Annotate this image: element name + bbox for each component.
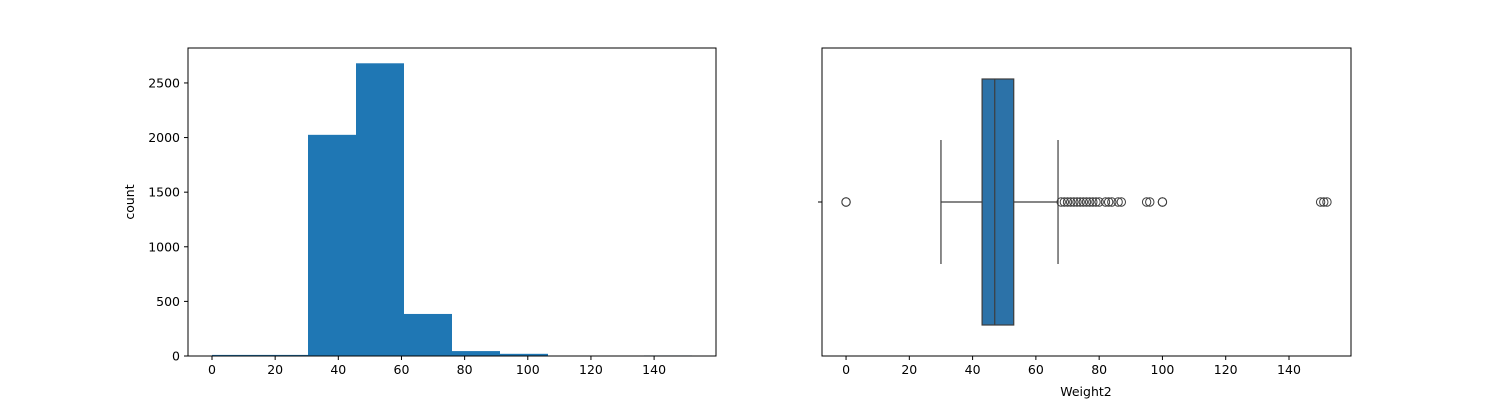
boxplot-x-axis-label: Weight2 [1060, 384, 1112, 399]
y-tick-label: 2000 [148, 130, 180, 145]
x-tick-label: 80 [457, 362, 473, 377]
y-tick-label: 1000 [148, 239, 180, 254]
outlier-point [1056, 197, 1066, 207]
outlier-point [1065, 197, 1076, 207]
outlier-point [1084, 197, 1095, 207]
outlier-point [1315, 197, 1326, 207]
outlier-point [1107, 197, 1117, 207]
outlier-point [1157, 197, 1168, 207]
histogram-bar [452, 351, 500, 356]
outlier-point [1113, 197, 1123, 207]
outlier-point [1088, 197, 1098, 207]
outlier-point [1145, 197, 1155, 207]
x-tick-label: 120 [579, 362, 603, 377]
x-tick-label: 140 [642, 362, 666, 377]
boxplot-marks [841, 78, 1332, 326]
outlier-point [1059, 197, 1070, 207]
histogram-x-ticks: 0 20 40 60 80 100 120 140 [208, 356, 666, 377]
boxplot-panel: 0 20 40 60 80 100 120 140 Weight2 [818, 47, 1352, 399]
histogram-bars [212, 63, 692, 357]
x-tick-label: 40 [965, 362, 981, 377]
outlier-point [1319, 197, 1329, 207]
y-tick-label: 1500 [148, 185, 180, 200]
x-tick-label: 60 [394, 362, 410, 377]
histogram-bar [404, 313, 452, 356]
outlier-point [1100, 197, 1111, 207]
x-tick-label: 140 [1277, 362, 1301, 377]
x-tick-label: 80 [1091, 362, 1107, 377]
histogram-bar [260, 354, 308, 356]
histogram-y-ticks: 0 500 1000 1500 2000 2500 [148, 75, 188, 364]
histogram-bar [356, 63, 404, 357]
outlier-point [1091, 197, 1101, 207]
x-tick-label: 0 [208, 362, 216, 377]
x-tick-label: 20 [901, 362, 917, 377]
x-tick-label: 20 [267, 362, 283, 377]
histogram-panel: 0 20 40 60 80 100 120 140 05001000150020002500 … [122, 47, 717, 377]
x-tick-label: 120 [1214, 362, 1238, 377]
histogram-y-axis-label: count [122, 184, 137, 219]
y-tick-label: 500 [156, 294, 180, 309]
outlier-point [1078, 197, 1089, 207]
outlier-point [1081, 197, 1092, 207]
outlier-point [1072, 197, 1082, 207]
histogram-bar [308, 134, 356, 356]
histogram-frame [187, 47, 717, 357]
histogram-bar [212, 354, 260, 356]
histogram-bar [500, 353, 548, 356]
outlier-point [1062, 197, 1073, 207]
x-tick-label: 60 [1028, 362, 1044, 377]
outlier-point [1075, 197, 1085, 207]
x-tick-label: 0 [842, 362, 850, 377]
x-tick-label: 100 [1151, 362, 1175, 377]
outlier-point [1069, 197, 1079, 207]
outlier-point [841, 197, 851, 207]
boxplot-frame [821, 47, 1352, 357]
boxplot-x-ticks: 0 20 40 60 80 100 120 140 [842, 356, 1301, 377]
y-tick-label: 2500 [148, 75, 180, 90]
outlier-point [1322, 197, 1332, 207]
outlier-point [1116, 197, 1127, 207]
x-tick-label: 100 [516, 362, 540, 377]
outlier-point [1141, 197, 1152, 207]
y-tick-label: 0 [172, 349, 180, 364]
outlier-point [1103, 197, 1114, 207]
outlier-point [1094, 197, 1104, 207]
iqr-box [981, 78, 1015, 326]
x-tick-label: 40 [330, 362, 346, 377]
